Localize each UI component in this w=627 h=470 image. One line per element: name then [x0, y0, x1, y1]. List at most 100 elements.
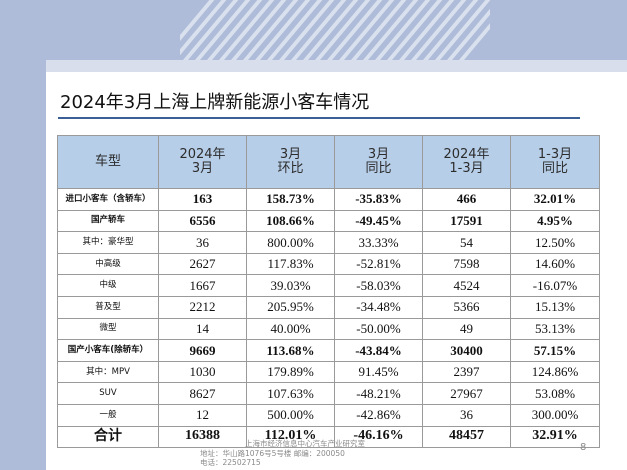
footer-phone: 电话：22502715: [200, 458, 261, 467]
table-cell: 113.68%: [246, 339, 335, 362]
table-cell: -42.86%: [334, 403, 423, 427]
table-cell: 16388: [158, 425, 247, 449]
table-cell: -50.00%: [334, 317, 423, 341]
header-line: 3月: [367, 147, 390, 163]
table-cell: 6556: [158, 209, 247, 233]
table-cell: 2627: [158, 252, 247, 276]
registration-table: 车型 2024年 3月 3月 环比 3月 同比 2024年 1-3月 1-3月 同比 进口小客车（含…: [57, 135, 600, 449]
table-cell: 32.01%: [510, 188, 600, 211]
footer-organization: 上海市经济信息中心汽车产业研究室: [245, 439, 365, 448]
table-header-cell: 1-3月 同比: [510, 135, 600, 189]
table-cell: 4524: [422, 274, 511, 297]
table-cell: 107.63%: [246, 382, 335, 405]
row-label: 进口小客车（含轿车）: [57, 188, 159, 211]
decorative-hatch-pattern: [180, 0, 490, 60]
table-cell: 179.89%: [246, 360, 335, 384]
table-row: 中级 1667 39.03% -58.03% 4524 -16.07%: [57, 274, 600, 297]
table-cell: 15.13%: [510, 295, 600, 319]
table-cell: 163: [158, 188, 247, 211]
row-label: 合计: [57, 425, 159, 449]
table-cell: 1030: [158, 360, 247, 384]
table-cell: 124.86%: [510, 360, 600, 384]
row-label: 中级: [57, 274, 159, 297]
top-decorative-band-light: [46, 60, 627, 72]
table-row: 合计 16388 112.01% -46.16% 48457 32.91%: [57, 425, 600, 449]
table-cell: 14.60%: [510, 252, 600, 276]
table-cell: 53.13%: [510, 317, 600, 341]
table-cell: -52.81%: [334, 252, 423, 276]
table-cell: 91.45%: [334, 360, 423, 384]
table-row: 国产轿车 6556 108.66% -49.45% 17591 4.95%: [57, 209, 600, 233]
table-cell: 4.95%: [510, 209, 600, 233]
table-cell: 300.00%: [510, 403, 600, 427]
table-cell: -16.07%: [510, 274, 600, 297]
table-header-cell: 3月 环比: [246, 135, 335, 189]
table-cell: 12.50%: [510, 231, 600, 254]
table-row: 进口小客车（含轿车） 163 158.73% -35.83% 466 32.01%: [57, 188, 600, 211]
table-cell: 32.91%: [510, 425, 600, 449]
slide-title: 2024年3月上海上牌新能源小客车情况: [60, 92, 370, 113]
table-row: 其中：MPV 1030 179.89% 91.45% 2397 124.86%: [57, 360, 600, 384]
header-line: 2024年: [179, 147, 226, 163]
row-label: 国产轿车: [57, 209, 159, 233]
table-cell: 5366: [422, 295, 511, 319]
table-cell: -48.21%: [334, 382, 423, 405]
table-cell: 2212: [158, 295, 247, 319]
row-label: 微型: [57, 317, 159, 341]
page-number: 8: [580, 442, 587, 453]
table-cell: 40.00%: [246, 317, 335, 341]
table-header-cell: 2024年 3月: [158, 135, 247, 189]
row-label: 其中：豪华型: [57, 231, 159, 254]
table-cell: -35.83%: [334, 188, 423, 211]
table-cell: 8627: [158, 382, 247, 405]
table-cell: 112.01%: [246, 425, 335, 449]
table-cell: 2397: [422, 360, 511, 384]
table-cell: 49: [422, 317, 511, 341]
header-line: 1-3月: [537, 147, 573, 163]
table-header-cell: 车型: [57, 135, 159, 189]
table-cell: 466: [422, 188, 511, 211]
table-cell: 158.73%: [246, 188, 335, 211]
footer: 上海市经济信息中心汽车产业研究室 地址：华山路1076号5号楼 邮编：20005…: [200, 439, 430, 468]
header-line: 同比: [365, 161, 392, 176]
title-underline: [58, 117, 580, 119]
table-cell: 800.00%: [246, 231, 335, 254]
row-label: 其中：MPV: [57, 360, 159, 384]
table-cell: 27967: [422, 382, 511, 405]
table-cell: -43.84%: [334, 339, 423, 362]
table-row: 其中：豪华型 36 800.00% 33.33% 54 12.50%: [57, 231, 600, 254]
table-cell: 17591: [422, 209, 511, 233]
table-row: 中高级 2627 117.83% -52.81% 7598 14.60%: [57, 252, 600, 276]
table-cell: 9669: [158, 339, 247, 362]
table-container: 车型 2024年 3月 3月 环比 3月 同比 2024年 1-3月 1-3月 同比 进口小客车（含…: [57, 135, 600, 449]
table-cell: 12: [158, 403, 247, 427]
table-cell: 48457: [422, 425, 511, 449]
table-cell: 36: [422, 403, 511, 427]
left-decorative-band: [0, 0, 46, 470]
row-label: SUV: [57, 382, 159, 405]
header-line: 同比: [541, 161, 568, 176]
header-line: 环比: [277, 161, 304, 176]
row-label: 普及型: [57, 295, 159, 319]
table-cell: 39.03%: [246, 274, 335, 297]
table-row: 一般 12 500.00% -42.86% 36 300.00%: [57, 403, 600, 427]
table-cell: 33.33%: [334, 231, 423, 254]
table-cell: 117.83%: [246, 252, 335, 276]
table-row: 国产小客车(除轿车） 9669 113.68% -43.84% 30400 57.15%: [57, 339, 600, 362]
table-cell: 53.08%: [510, 382, 600, 405]
row-label: 中高级: [57, 252, 159, 276]
table-row: SUV 8627 107.63% -48.21% 27967 53.08%: [57, 382, 600, 405]
table-cell: -58.03%: [334, 274, 423, 297]
table-cell: 205.95%: [246, 295, 335, 319]
table-cell: 36: [158, 231, 247, 254]
table-cell: 1667: [158, 274, 247, 297]
table-cell: 54: [422, 231, 511, 254]
table-row: 普及型 2212 205.95% -34.48% 5366 15.13%: [57, 295, 600, 319]
header-line: 3月: [191, 161, 214, 176]
table-cell: -46.16%: [334, 425, 423, 449]
header-line: 1-3月: [449, 161, 484, 176]
table-header-row: 车型 2024年 3月 3月 环比 3月 同比 2024年 1-3月 1-3月 同比: [57, 135, 600, 189]
header-line: 3月: [279, 147, 302, 163]
table-header-cell: 2024年 1-3月: [422, 135, 511, 189]
